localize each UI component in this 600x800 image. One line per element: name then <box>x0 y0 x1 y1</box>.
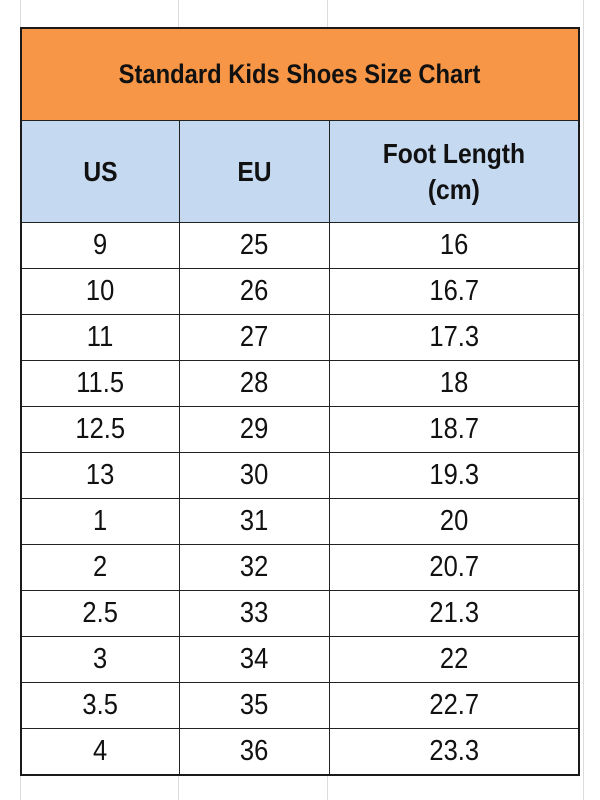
cell-eu: 35 <box>179 682 330 729</box>
cell-eu: 31 <box>179 498 330 545</box>
cell-cm: 18 <box>329 360 580 407</box>
cell-us-text: 13 <box>86 459 115 491</box>
cell-eu-text: 28 <box>240 367 269 399</box>
table-title: Standard Kids Shoes Size Chart <box>20 27 580 121</box>
cell-cm: 16.7 <box>329 268 580 315</box>
table-row: 4 36 23.3 <box>20 728 580 776</box>
cell-us: 13 <box>20 452 180 499</box>
cell-cm: 20 <box>329 498 580 545</box>
cell-us-text: 10 <box>86 275 115 307</box>
table-row: 13 30 19.3 <box>20 452 580 499</box>
cell-eu-text: 36 <box>240 735 269 767</box>
table-row: 11.5 28 18 <box>20 360 580 407</box>
header-foot-length-text: Foot Length <box>382 137 526 169</box>
cell-us: 3 <box>20 636 180 683</box>
cell-us: 11 <box>20 314 180 361</box>
cell-cm-text: 18 <box>439 367 469 399</box>
header-eu: EU <box>179 120 330 223</box>
cell-us-text: 11.5 <box>76 367 125 399</box>
header-us: US <box>20 120 180 223</box>
cell-us-text: 12.5 <box>75 413 126 445</box>
cell-eu-text: 35 <box>240 689 269 721</box>
cell-cm-text: 16.7 <box>429 275 479 307</box>
cell-us: 10 <box>20 268 180 315</box>
header-row: US EU Foot Length (cm) <box>20 120 580 223</box>
table-row: 2 32 20.7 <box>20 544 580 591</box>
cell-cm-text: 22.7 <box>429 689 479 721</box>
size-chart-table: Standard Kids Shoes Size Chart US EU Foo… <box>20 27 580 776</box>
cell-us: 9 <box>20 222 180 269</box>
cell-us-text: 4 <box>93 735 108 767</box>
cell-us: 1 <box>20 498 180 545</box>
cell-cm: 19.3 <box>329 452 580 499</box>
cell-cm-text: 21.3 <box>429 597 479 629</box>
table-row: 1 31 20 <box>20 498 580 545</box>
header-us-text: US <box>83 155 118 187</box>
cell-us: 4 <box>20 728 180 776</box>
cell-cm: 23.3 <box>329 728 580 776</box>
cell-us: 12.5 <box>20 406 180 453</box>
header-eu-text: EU <box>237 155 272 187</box>
cell-us: 2 <box>20 544 180 591</box>
cell-us-text: 9 <box>93 229 108 261</box>
cell-eu: 33 <box>179 590 330 637</box>
cell-cm: 20.7 <box>329 544 580 591</box>
cell-cm-text: 17.3 <box>429 321 479 353</box>
cell-eu-text: 32 <box>240 551 269 583</box>
table-row: 9 25 16 <box>20 222 580 269</box>
cell-us-text: 3.5 <box>82 689 119 721</box>
cell-cm-text: 22 <box>439 643 469 675</box>
cell-us-text: 11 <box>87 321 114 353</box>
cell-us: 2.5 <box>20 590 180 637</box>
table-row: 2.5 33 21.3 <box>20 590 580 637</box>
cell-eu: 32 <box>179 544 330 591</box>
cell-eu: 30 <box>179 452 330 499</box>
sheet-gridline <box>583 0 584 800</box>
cell-eu-text: 33 <box>240 597 269 629</box>
table-row: 3.5 35 22.7 <box>20 682 580 729</box>
cell-cm-text: 20.7 <box>429 551 479 583</box>
cell-cm-text: 23.3 <box>429 735 479 767</box>
cell-cm: 17.3 <box>329 314 580 361</box>
cell-us: 11.5 <box>20 360 180 407</box>
cell-us-text: 3 <box>93 643 108 675</box>
cell-eu-text: 25 <box>240 229 269 261</box>
cell-cm-text: 18.7 <box>429 413 479 445</box>
cell-cm: 22 <box>329 636 580 683</box>
cell-eu: 27 <box>179 314 330 361</box>
cell-eu-text: 26 <box>240 275 269 307</box>
cell-eu-text: 27 <box>240 321 269 353</box>
title-text: Standard Kids Shoes Size Chart <box>119 59 481 89</box>
cell-us-text: 1 <box>93 505 108 537</box>
cell-cm: 21.3 <box>329 590 580 637</box>
cell-eu: 26 <box>179 268 330 315</box>
cell-cm-text: 19.3 <box>429 459 479 491</box>
header-foot-length: Foot Length (cm) <box>329 120 580 223</box>
cell-us-text: 2 <box>93 551 108 583</box>
cell-cm-text: 20 <box>439 505 469 537</box>
table-row: 10 26 16.7 <box>20 268 580 315</box>
cell-eu-text: 31 <box>240 505 269 537</box>
cell-eu: 28 <box>179 360 330 407</box>
cell-eu: 29 <box>179 406 330 453</box>
cell-eu: 34 <box>179 636 330 683</box>
cell-eu-text: 30 <box>240 459 269 491</box>
cell-eu-text: 34 <box>240 643 269 675</box>
header-unit-text: (cm) <box>427 173 481 205</box>
title-row: Standard Kids Shoes Size Chart <box>20 27 580 121</box>
cell-cm: 16 <box>329 222 580 269</box>
cell-us-text: 2.5 <box>82 597 119 629</box>
cell-cm: 18.7 <box>329 406 580 453</box>
table-row: 3 34 22 <box>20 636 580 683</box>
table-row: 11 27 17.3 <box>20 314 580 361</box>
cell-cm: 22.7 <box>329 682 580 729</box>
cell-eu: 25 <box>179 222 330 269</box>
cell-us: 3.5 <box>20 682 180 729</box>
table-row: 12.5 29 18.7 <box>20 406 580 453</box>
cell-cm-text: 16 <box>439 229 469 261</box>
cell-eu-text: 29 <box>240 413 269 445</box>
cell-eu: 36 <box>179 728 330 776</box>
